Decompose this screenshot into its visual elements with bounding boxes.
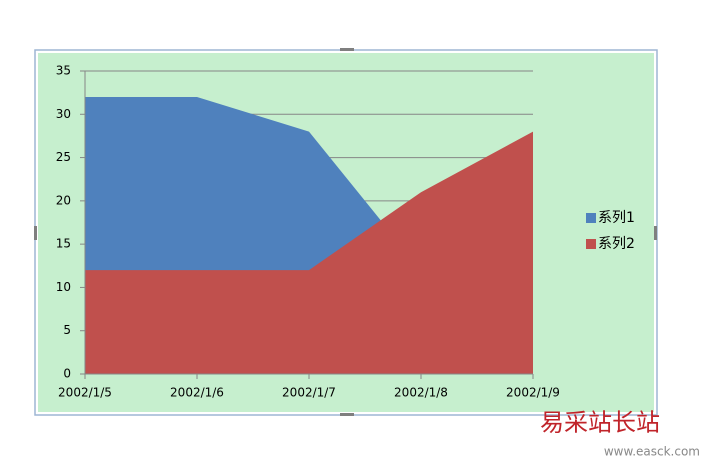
y-tick-label: 0 [63, 367, 71, 381]
x-tick-label: 2002/1/5 [58, 386, 112, 400]
watermark-url: www.easck.com [604, 445, 700, 459]
y-tick-label: 30 [56, 107, 71, 121]
x-tick-label: 2002/1/7 [282, 386, 336, 400]
legend-label: 系列1 [598, 210, 635, 226]
y-tick-label: 25 [56, 150, 71, 164]
legend-swatch [586, 239, 596, 249]
y-tick-label: 5 [63, 323, 71, 337]
resize-handles [34, 48, 657, 416]
area [85, 131, 533, 374]
x-tick-label: 2002/1/8 [394, 386, 448, 400]
y-tick-label: 15 [56, 237, 71, 251]
y-tick-label: 35 [56, 64, 71, 78]
legend-swatch [586, 213, 596, 223]
y-tick-label: 20 [56, 193, 71, 207]
x-tick-label: 2002/1/9 [506, 386, 560, 400]
y-tick-label: 10 [56, 280, 71, 294]
legend-label: 系列2 [598, 236, 635, 252]
watermark-title: 易采站长站 [540, 409, 660, 437]
x-tick-label: 2002/1/6 [170, 386, 224, 400]
